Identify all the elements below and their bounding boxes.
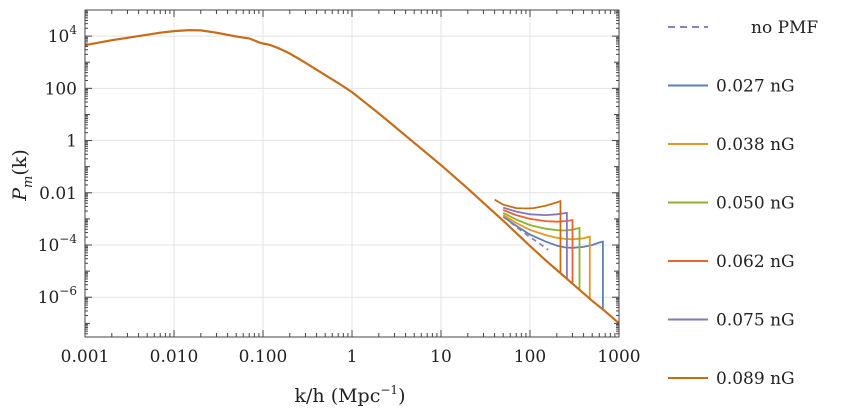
- grid: [84, 10, 620, 337]
- legend-label: 0.050 nG: [716, 194, 795, 214]
- legend-label: 0.038 nG: [716, 135, 795, 155]
- series-line: [502, 206, 568, 279]
- axis-ticks: [84, 10, 619, 338]
- y-tick-labels: 104 100 1 0.01 10−4 10−6: [38, 23, 78, 308]
- series-line: [502, 216, 604, 310]
- legend-label: 0.062 nG: [716, 252, 795, 272]
- x-axis-label: k/h (Mpc−1): [295, 383, 406, 407]
- x-tick-label: 0.010: [150, 347, 199, 367]
- series-line: [502, 212, 581, 290]
- base-power-spectrum-line: [84, 28, 620, 325]
- legend-label: 0.027 nG: [716, 77, 795, 97]
- legend-item: 0.050 nG: [668, 194, 795, 214]
- y-axis-label: Pm(k): [9, 149, 36, 201]
- x-tick-label: 0.001: [61, 347, 110, 367]
- y-tick-label: 10−4: [38, 232, 78, 256]
- series-line: [494, 198, 562, 274]
- x-tick-label: 1: [347, 347, 358, 367]
- y-tick-label: 104: [48, 23, 78, 47]
- legend-label: no PMF: [751, 18, 818, 38]
- data-curves: [84, 28, 620, 325]
- x-tick-label: 0.100: [239, 347, 288, 367]
- y-tick-label: 10−6: [38, 284, 77, 308]
- legend-item: 0.027 nG: [668, 77, 795, 97]
- y-tick-label: 0.01: [39, 184, 77, 204]
- x-tick-label: 10: [430, 347, 452, 367]
- series-line: [502, 209, 574, 284]
- legend-item: 0.075 nG: [668, 311, 795, 331]
- x-tick-label: 1000: [597, 347, 640, 367]
- legend-item: 0.089 nG: [668, 369, 795, 389]
- legend-label: 0.075 nG: [716, 311, 795, 331]
- legend-item: no PMF: [668, 18, 818, 38]
- legend: no PMF 0.027 nG 0.038 nG 0.050 nG 0.062 nG 0.…: [668, 18, 818, 389]
- legend-item: 0.038 nG: [668, 135, 795, 155]
- legend-label: 0.089 nG: [716, 369, 795, 389]
- series-line-no-pmf: [509, 221, 549, 251]
- y-tick-label: 1: [66, 132, 77, 152]
- legend-item: 0.062 nG: [668, 252, 795, 272]
- x-tick-labels: 0.001 0.010 0.100 1 10 100 1000: [61, 347, 641, 367]
- x-tick-label: 100: [514, 347, 546, 367]
- y-tick-label: 100: [45, 79, 77, 99]
